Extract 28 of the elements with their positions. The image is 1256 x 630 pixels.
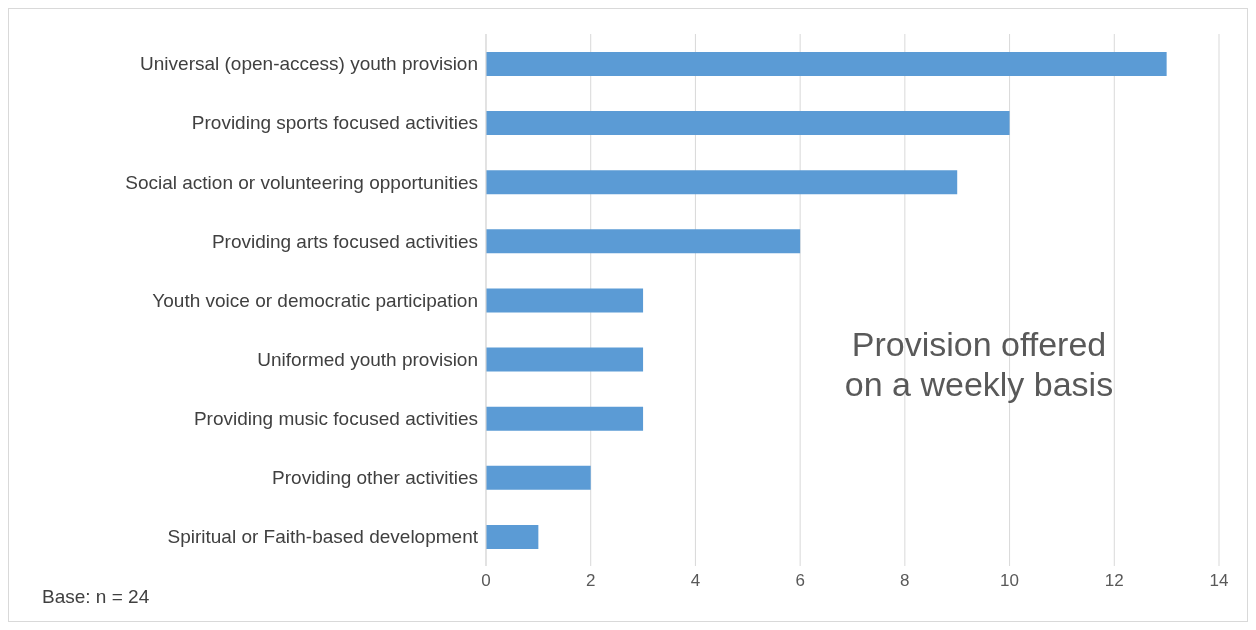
bar bbox=[486, 52, 1167, 76]
x-tick-label: 12 bbox=[1104, 571, 1124, 591]
x-tick-label: 10 bbox=[1000, 571, 1020, 591]
x-tick-label: 2 bbox=[585, 571, 596, 591]
y-tick-label: Social action or volunteering opportunities bbox=[125, 171, 478, 193]
y-tick-label: Universal (open-access) youth provision bbox=[140, 53, 478, 75]
x-tick-label: 6 bbox=[795, 571, 805, 591]
x-tick-label: 8 bbox=[900, 571, 910, 591]
y-tick-label: Providing music focused activities bbox=[193, 407, 478, 429]
y-tick-label: Providing arts focused activities bbox=[211, 230, 478, 252]
y-tick-label: Spiritual or Faith-based development bbox=[167, 526, 479, 548]
text: Base: n = 24 bbox=[42, 586, 150, 608]
text: Provision offered on a weekly basis bbox=[843, 324, 1115, 404]
bar bbox=[486, 465, 591, 490]
y-tick-label: Uniformed youth provision bbox=[257, 348, 478, 370]
bar bbox=[486, 170, 958, 195]
y-tick-label: Providing sports focused activities bbox=[191, 112, 478, 134]
bar bbox=[486, 524, 539, 549]
x-tick-label: 4 bbox=[690, 571, 701, 591]
bar bbox=[486, 229, 801, 254]
bar bbox=[486, 406, 644, 431]
x-tick-label: 14 bbox=[1209, 571, 1229, 591]
bar bbox=[486, 288, 644, 313]
bar bbox=[486, 111, 1010, 136]
bar bbox=[486, 347, 644, 372]
y-tick-label: Providing other activities bbox=[272, 467, 478, 489]
y-tick-label: Youth voice or democratic participation bbox=[152, 289, 478, 311]
x-tick-label: 0 bbox=[481, 571, 491, 591]
